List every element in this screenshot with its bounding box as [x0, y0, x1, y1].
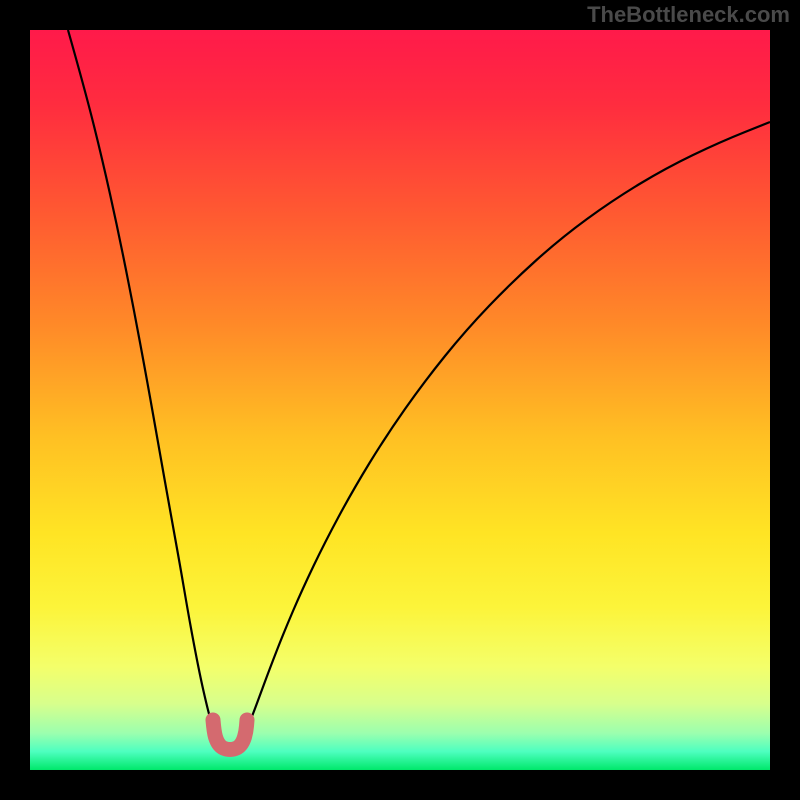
chart-container: TheBottleneck.com — [0, 0, 800, 800]
bottleneck-chart — [0, 0, 800, 800]
plot-background — [30, 30, 770, 770]
watermark-text: TheBottleneck.com — [587, 2, 790, 28]
